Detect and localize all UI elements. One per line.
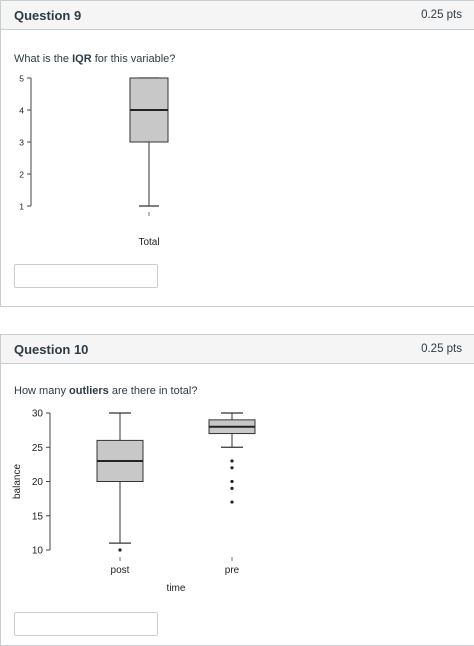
y-tick-label: 4 bbox=[19, 106, 24, 116]
question-points: 0.25 pts bbox=[421, 9, 462, 21]
question-10-card: Question 10 0.25 pts How many outliers a… bbox=[0, 334, 474, 646]
boxplot-chart: 10 15 20 25 30 balance post pre time bbox=[12, 409, 256, 594]
x-tick-label: pre bbox=[225, 565, 240, 576]
question-9-card: Question 9 0.25 pts What is the IQR for … bbox=[0, 0, 474, 307]
outlier-point bbox=[230, 500, 234, 504]
y-tick-label: 10 bbox=[32, 546, 44, 557]
prompt-text: for this variable? bbox=[91, 53, 176, 65]
y-tick-label: 20 bbox=[32, 477, 44, 488]
question-prompt: How many outliers are there in total? bbox=[14, 385, 197, 397]
outlier-point bbox=[118, 548, 122, 552]
boxplot-chart: 1 2 3 4 5 Total bbox=[19, 74, 169, 248]
outlier-point bbox=[230, 486, 234, 490]
answer-input[interactable] bbox=[14, 264, 158, 288]
question-points: 0.25 pts bbox=[421, 343, 462, 355]
prompt-text: How many bbox=[14, 385, 70, 397]
prompt-emphasis: IQR bbox=[72, 53, 92, 65]
question-prompt: What is the IQR for this variable? bbox=[14, 53, 175, 65]
question-title: Question 10 bbox=[14, 342, 89, 357]
x-tick-label: Total bbox=[138, 237, 159, 248]
x-axis-title: time bbox=[167, 583, 186, 594]
y-tick-label: 1 bbox=[19, 202, 24, 212]
question-header: Question 10 0.25 pts bbox=[1, 335, 474, 364]
y-tick-label: 5 bbox=[19, 74, 24, 84]
question-header: Question 9 0.25 pts bbox=[1, 1, 474, 30]
question-title: Question 9 bbox=[14, 8, 82, 23]
answer-input[interactable] bbox=[14, 612, 158, 636]
x-tick-label: post bbox=[111, 565, 130, 576]
y-tick-label: 15 bbox=[32, 511, 44, 522]
prompt-text: What is the bbox=[14, 53, 73, 65]
outlier-point bbox=[230, 479, 234, 484]
y-tick-label: 25 bbox=[32, 443, 44, 454]
prompt-emphasis: outliers bbox=[69, 385, 109, 397]
y-axis-title: balance bbox=[12, 464, 23, 499]
y-tick-label: 30 bbox=[32, 409, 44, 420]
y-tick-label: 3 bbox=[19, 138, 24, 148]
y-tick-label: 2 bbox=[19, 170, 24, 180]
outlier-point bbox=[230, 459, 234, 463]
prompt-text: are there in total? bbox=[108, 385, 198, 397]
outlier-point bbox=[230, 466, 234, 470]
